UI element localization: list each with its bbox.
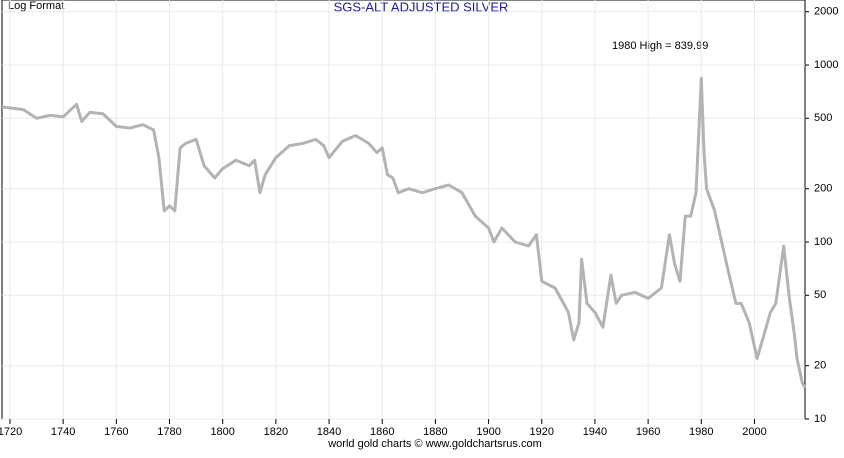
y-tick-label: 2000	[814, 6, 838, 18]
x-tick-label: 1820	[264, 426, 288, 438]
x-tick-label: 1720	[0, 426, 22, 438]
x-tick-label: 1740	[51, 426, 75, 438]
y-tick-label: 1000	[814, 59, 838, 71]
annotation: 1980 High = 839.99	[612, 40, 708, 52]
x-tick-label: 1860	[370, 426, 394, 438]
x-tick-label: 1900	[476, 426, 500, 438]
y-tick-label: 200	[814, 183, 832, 195]
subtitle: Log Format	[8, 0, 64, 12]
data-line	[1, 76, 807, 389]
x-tick-label: 1980	[689, 426, 713, 438]
footer: world gold charts © www.goldchartsrus.co…	[327, 438, 542, 450]
x-tick-label: 1800	[210, 426, 234, 438]
x-tick-label: 1840	[317, 426, 341, 438]
y-tick-label: 100	[814, 236, 832, 248]
x-tick-label: 1760	[104, 426, 128, 438]
y-tick-label: 500	[814, 112, 832, 124]
y-tick-label: 10	[814, 413, 826, 425]
x-tick-label: 1880	[423, 426, 447, 438]
y-tick-label: 20	[814, 360, 826, 372]
x-tick-label: 2000	[742, 426, 766, 438]
x-tick-label: 1940	[583, 426, 607, 438]
x-tick-label: 1920	[530, 426, 554, 438]
plot-frame	[1, 0, 806, 420]
x-tick-label: 1960	[636, 426, 660, 438]
y-tick-label: 50	[814, 289, 826, 301]
x-tick-label: 1780	[157, 426, 181, 438]
chart-title: SGS-ALT ADJUSTED SILVER	[334, 0, 509, 14]
